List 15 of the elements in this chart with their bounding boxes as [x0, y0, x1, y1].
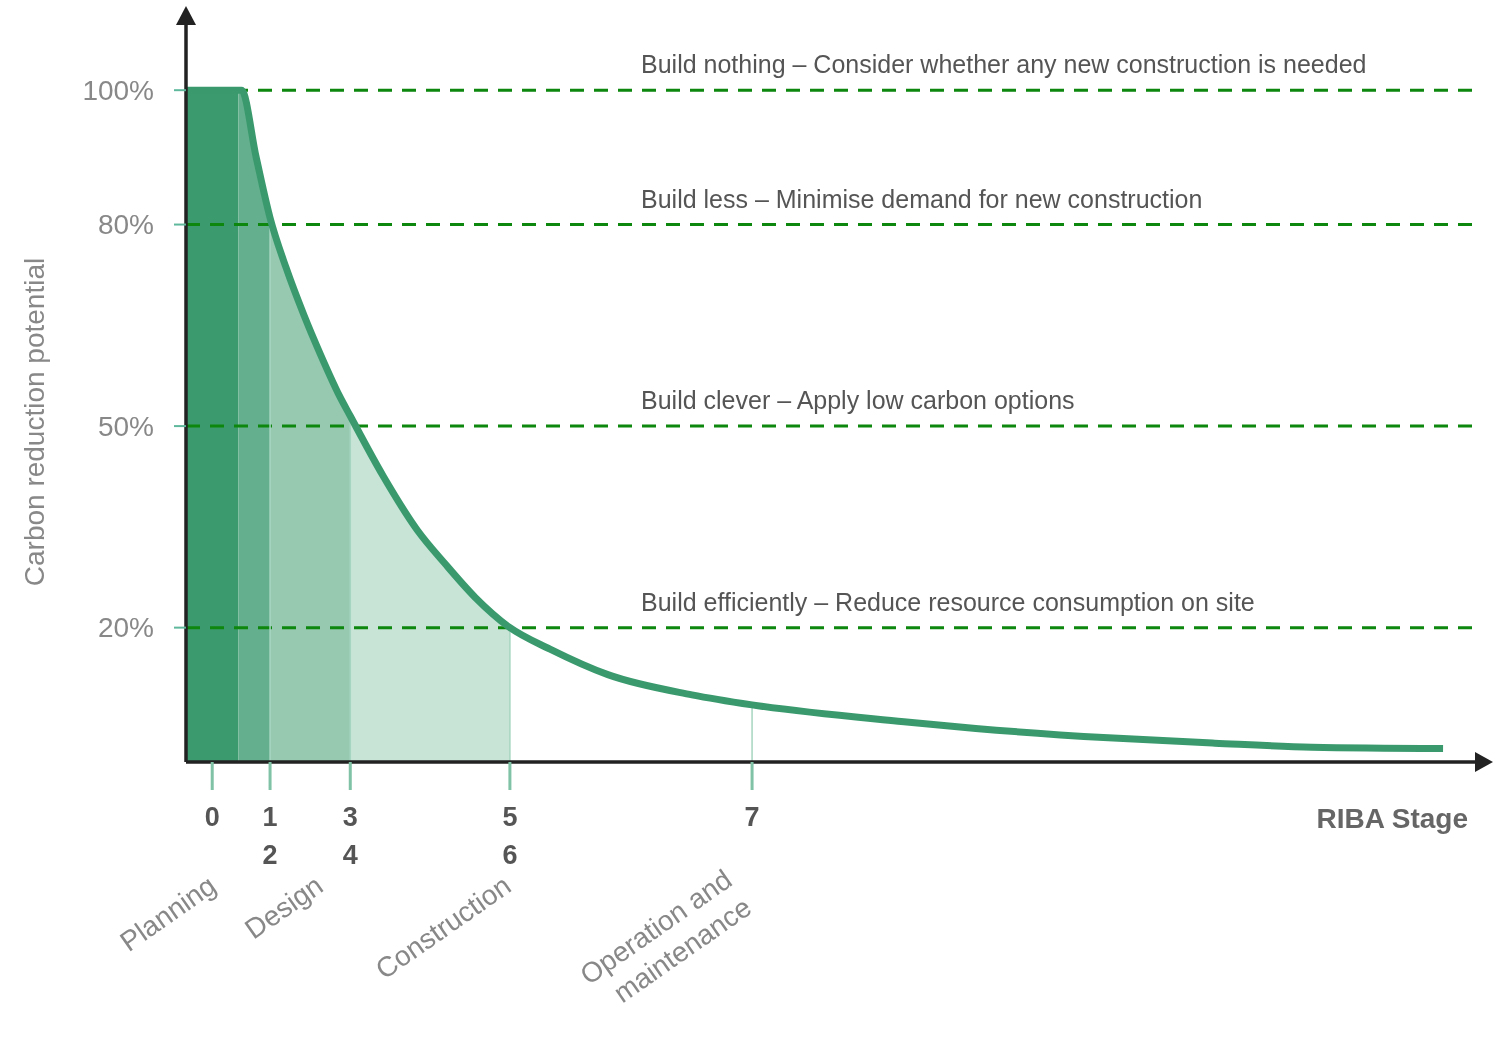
x-tick-label: 3 4: [342, 802, 358, 870]
ref-line-label: Build less – Minimise demand for new construction: [641, 184, 1203, 213]
x-tick-label: 1 2: [262, 802, 278, 870]
ref-line-label: Build efficiently – Reduce resource consumption on site: [641, 587, 1255, 616]
x-axis-title: RIBA Stage: [1316, 803, 1468, 834]
ref-line-label: Build clever – Apply low carbon options: [641, 386, 1075, 415]
x-tick-label: 0: [204, 802, 220, 832]
y-tick-label: 80%: [97, 209, 154, 241]
y-tick-label: 100%: [82, 74, 154, 106]
y-tick-label: 50%: [97, 410, 154, 442]
x-tick-label: 7: [744, 802, 760, 832]
y-axis-title: Carbon reduction potential: [18, 257, 50, 587]
ref-line-label: Build nothing – Consider whether any new construction is needed: [641, 50, 1367, 79]
y-tick-label: 20%: [97, 612, 154, 644]
x-tick-label: 5 6: [502, 802, 518, 870]
